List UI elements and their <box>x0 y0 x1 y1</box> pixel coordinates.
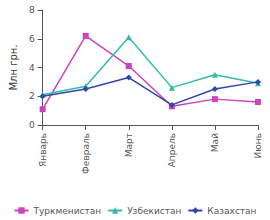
svg-text:Казахстан: Казахстан <box>207 206 256 216</box>
svg-text:Млн грн.: Млн грн. <box>8 44 19 90</box>
svg-text:6: 6 <box>29 34 35 44</box>
svg-text:Туркменистан: Туркменистан <box>33 206 102 216</box>
svg-text:Июнь: Июнь <box>253 133 263 159</box>
svg-text:Январь: Январь <box>38 133 48 167</box>
svg-text:4: 4 <box>29 63 35 73</box>
svg-text:Февраль: Февраль <box>81 133 91 174</box>
svg-text:2: 2 <box>29 91 35 101</box>
svg-text:Май: Май <box>210 133 220 152</box>
svg-text:Апрель: Апрель <box>167 133 177 167</box>
svg-text:Март: Март <box>124 133 134 157</box>
svg-text:8: 8 <box>29 5 35 15</box>
svg-text:Узбекистан: Узбекистан <box>127 206 181 216</box>
svg-text:0: 0 <box>29 120 35 130</box>
